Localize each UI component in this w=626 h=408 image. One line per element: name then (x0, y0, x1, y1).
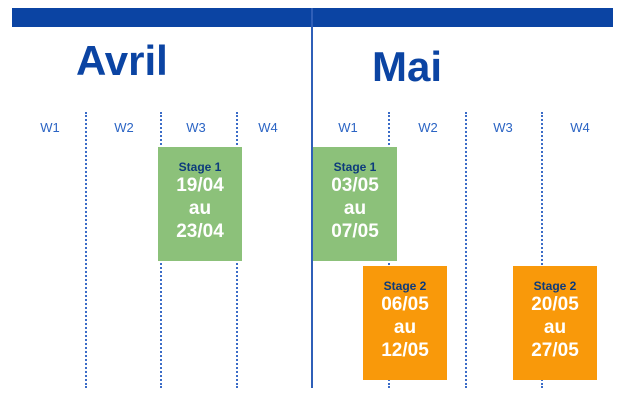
week-separator (85, 112, 87, 388)
task-connector: au (393, 317, 417, 338)
task-block-stage2-may-early: Stage 2 06/05 au 12/05 (363, 266, 447, 380)
task-connector: au (543, 317, 567, 338)
task-end-date: 27/05 (531, 340, 579, 361)
task-stage-label: Stage 2 (383, 279, 427, 293)
task-end-date: 23/04 (176, 221, 224, 242)
task-block-stage2-may-late: Stage 2 20/05 au 27/05 (513, 266, 597, 380)
task-stage-label: Stage 1 (333, 160, 377, 174)
month-title-may: Mai (372, 43, 443, 90)
week-label-april-w4: W4 (258, 120, 278, 135)
week-label-may-w1: W1 (338, 120, 358, 135)
task-block-stage1-may: Stage 1 03/05 au 07/05 (313, 147, 397, 261)
week-label-april-w1: W1 (40, 120, 60, 135)
task-end-date: 07/05 (331, 221, 379, 242)
week-label-april-w2: W2 (114, 120, 134, 135)
week-label-may-w3: W3 (493, 120, 513, 135)
task-connector: au (188, 198, 212, 219)
month-divider (311, 8, 313, 388)
week-label-may-w2: W2 (418, 120, 438, 135)
task-stage-label: Stage 2 (533, 279, 577, 293)
task-start-date: 06/05 (381, 294, 429, 315)
task-start-date: 20/05 (531, 294, 579, 315)
task-stage-label: Stage 1 (178, 160, 222, 174)
task-connector: au (343, 198, 367, 219)
month-title-april: Avril (76, 37, 168, 84)
task-end-date: 12/05 (381, 340, 429, 361)
week-label-april-w3: W3 (186, 120, 206, 135)
week-label-may-w4: W4 (570, 120, 590, 135)
task-start-date: 03/05 (331, 175, 379, 196)
task-start-date: 19/04 (176, 175, 224, 196)
task-block-stage1-april: Stage 1 19/04 au 23/04 (158, 147, 242, 261)
week-separator (541, 112, 543, 388)
week-separator (465, 112, 467, 388)
